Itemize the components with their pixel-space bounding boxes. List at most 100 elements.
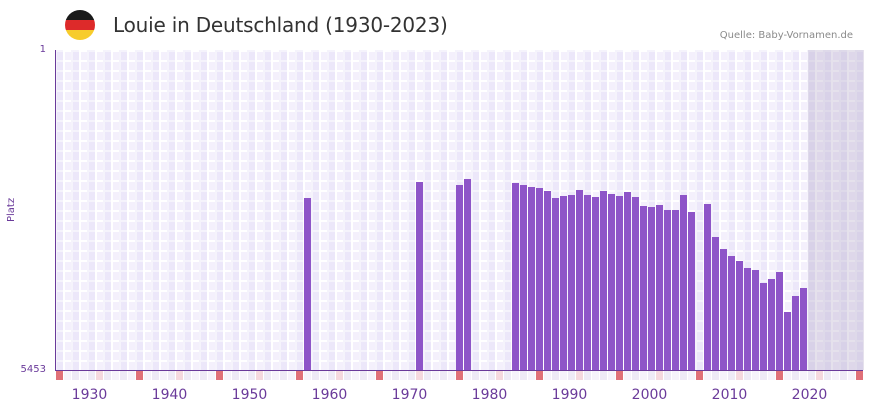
- bar-1988[interactable]: [536, 187, 543, 370]
- half-decade-marker: [816, 371, 823, 380]
- x-tick-label: 1990: [551, 387, 588, 403]
- year-marker: [800, 371, 807, 380]
- decade-marker: [136, 371, 143, 380]
- bar-1959[interactable]: [304, 197, 311, 370]
- bar-1978[interactable]: [456, 184, 463, 370]
- half-decade-marker: [176, 371, 183, 380]
- bar-2000[interactable]: [632, 196, 639, 370]
- year-marker: [640, 371, 647, 380]
- year-marker: [312, 371, 319, 380]
- year-marker: [472, 371, 479, 380]
- year-marker: [728, 371, 735, 380]
- decade-marker: [296, 371, 303, 380]
- bar-1987[interactable]: [528, 186, 535, 370]
- bar-2015[interactable]: [752, 270, 759, 370]
- year-marker: [808, 371, 815, 380]
- y-axis-bottom-label: 5453: [20, 364, 46, 375]
- bar-1993[interactable]: [576, 189, 583, 370]
- year-marker: [424, 371, 431, 380]
- year-marker: [368, 371, 375, 380]
- bar-2020[interactable]: [792, 296, 799, 370]
- year-marker: [832, 371, 839, 380]
- year-marker: [344, 371, 351, 380]
- bar-2011[interactable]: [720, 249, 727, 370]
- bar-1985[interactable]: [512, 183, 519, 370]
- year-marker: [128, 371, 135, 380]
- bar-1995[interactable]: [592, 196, 599, 370]
- bar-2016[interactable]: [760, 283, 767, 370]
- bar-1997[interactable]: [608, 193, 615, 370]
- bar-1994[interactable]: [584, 194, 591, 370]
- bar-2018[interactable]: [776, 272, 783, 370]
- bar-1992[interactable]: [568, 194, 575, 370]
- bar-2013[interactable]: [736, 261, 743, 370]
- year-marker: [512, 371, 519, 380]
- year-marker: [104, 371, 111, 380]
- bar-2006[interactable]: [680, 194, 687, 370]
- year-marker: [712, 371, 719, 380]
- bar-2019[interactable]: [784, 312, 791, 370]
- year-marker: [432, 371, 439, 380]
- bar-2021[interactable]: [800, 288, 807, 370]
- decade-marker: [616, 371, 623, 380]
- bar-1996[interactable]: [600, 190, 607, 370]
- half-decade-marker: [576, 371, 583, 380]
- x-tick-label: 1930: [71, 387, 108, 403]
- bar-2010[interactable]: [712, 236, 719, 370]
- year-marker: [280, 371, 287, 380]
- year-marker: [160, 371, 167, 380]
- y-axis-top-label: 1: [39, 44, 46, 55]
- bar-2004[interactable]: [664, 210, 671, 370]
- year-marker: [600, 371, 607, 380]
- x-tick-label: 2000: [631, 387, 668, 403]
- year-marker: [184, 371, 191, 380]
- year-marker: [560, 371, 567, 380]
- bar-2009[interactable]: [704, 204, 711, 370]
- bar-2001[interactable]: [640, 206, 647, 370]
- bar-2005[interactable]: [672, 210, 679, 370]
- bar-1986[interactable]: [520, 184, 527, 370]
- year-marker: [360, 371, 367, 380]
- bar-1990[interactable]: [552, 197, 559, 370]
- x-tick-label: 1980: [471, 387, 508, 403]
- bar-1989[interactable]: [544, 190, 551, 370]
- bar-1979[interactable]: [464, 179, 471, 370]
- year-marker: [520, 371, 527, 380]
- year-marker: [752, 371, 759, 380]
- year-marker: [680, 371, 687, 380]
- bar-2014[interactable]: [744, 268, 751, 370]
- year-marker: [152, 371, 159, 380]
- year-marker: [504, 371, 511, 380]
- half-decade-marker: [96, 371, 103, 380]
- bar-1998[interactable]: [616, 195, 623, 370]
- bar-1999[interactable]: [624, 191, 631, 370]
- year-marker: [544, 371, 551, 380]
- decade-marker: [456, 371, 463, 380]
- year-marker: [528, 371, 535, 380]
- bar-1973[interactable]: [416, 182, 423, 370]
- flag-stripe-gold: [65, 30, 95, 40]
- bar-2017[interactable]: [768, 279, 775, 370]
- year-marker: [448, 371, 455, 380]
- bar-1991[interactable]: [560, 195, 567, 370]
- bar-2007[interactable]: [688, 211, 695, 370]
- chart-title: Louie in Deutschland (1930-2023): [113, 13, 448, 37]
- decade-marker: [216, 371, 223, 380]
- plot-area: [55, 50, 864, 370]
- year-marker: [744, 371, 751, 380]
- year-marker: [632, 371, 639, 380]
- year-marker: [664, 371, 671, 380]
- year-marker: [400, 371, 407, 380]
- decade-marker: [776, 371, 783, 380]
- x-axis-line: [55, 370, 863, 371]
- half-decade-marker: [736, 371, 743, 380]
- decade-marker: [376, 371, 383, 380]
- bar-2003[interactable]: [656, 205, 663, 370]
- bar-2012[interactable]: [728, 256, 735, 370]
- year-marker: [792, 371, 799, 380]
- year-marker: [240, 371, 247, 380]
- year-marker: [352, 371, 359, 380]
- bar-2002[interactable]: [648, 207, 655, 370]
- year-marker: [64, 371, 71, 380]
- x-tick-label: 2020: [791, 387, 828, 403]
